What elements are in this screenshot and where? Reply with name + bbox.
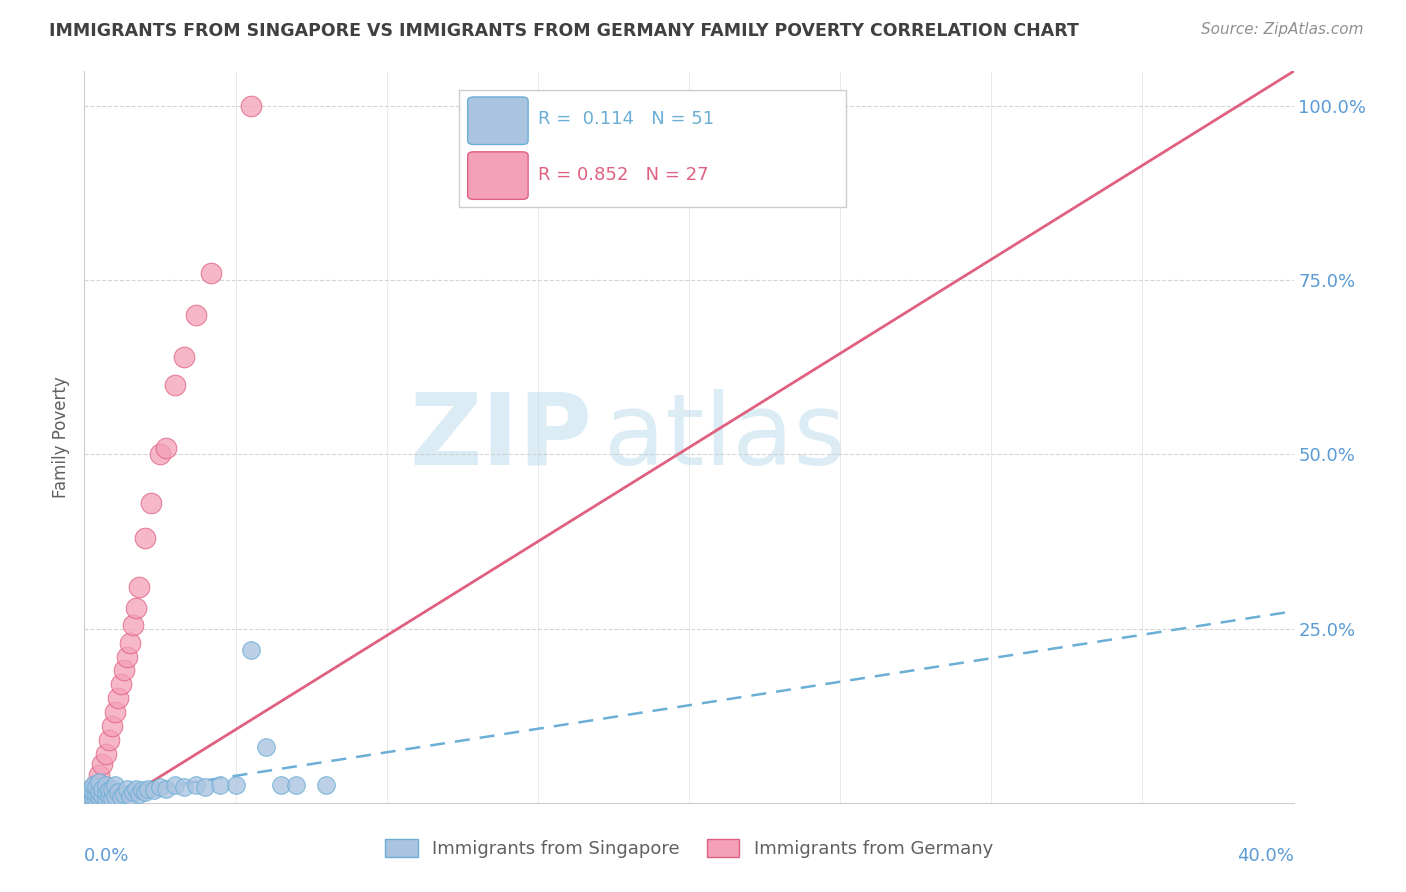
- Point: [76, 789, 98, 803]
- Point: [86, 788, 108, 802]
- Point: [82, 790, 104, 805]
- Point: [239, 99, 262, 113]
- Point: [112, 788, 135, 802]
- Point: [91, 781, 114, 796]
- Point: [173, 350, 195, 364]
- Point: [115, 649, 138, 664]
- Text: R =  0.114   N = 51: R = 0.114 N = 51: [538, 110, 714, 128]
- Point: [82, 778, 104, 792]
- Point: [79, 785, 101, 799]
- FancyBboxPatch shape: [468, 152, 529, 200]
- Point: [107, 691, 129, 706]
- Point: [128, 788, 150, 802]
- Point: [128, 580, 150, 594]
- Point: [89, 768, 111, 782]
- Point: [89, 790, 111, 805]
- Point: [94, 785, 117, 799]
- Point: [94, 792, 117, 806]
- Point: [76, 789, 98, 803]
- Point: [97, 783, 120, 797]
- Point: [155, 781, 177, 796]
- Point: [110, 790, 132, 805]
- FancyBboxPatch shape: [460, 90, 846, 207]
- Point: [79, 781, 101, 796]
- Point: [104, 705, 127, 719]
- Point: [285, 778, 308, 792]
- Point: [254, 740, 277, 755]
- Point: [165, 377, 187, 392]
- Text: IMMIGRANTS FROM SINGAPORE VS IMMIGRANTS FROM GERMANY FAMILY POVERTY CORRELATION : IMMIGRANTS FROM SINGAPORE VS IMMIGRANTS …: [49, 22, 1078, 40]
- Point: [121, 785, 143, 799]
- Point: [89, 785, 111, 799]
- Text: 0.0%: 0.0%: [84, 847, 129, 864]
- Point: [186, 308, 208, 322]
- Point: [134, 785, 156, 799]
- Point: [97, 790, 120, 805]
- Point: [270, 778, 292, 792]
- Point: [79, 792, 101, 806]
- Point: [76, 785, 98, 799]
- Point: [115, 781, 138, 796]
- Point: [97, 733, 120, 747]
- Point: [112, 664, 135, 678]
- Text: ZIP: ZIP: [409, 389, 592, 485]
- Point: [110, 677, 132, 691]
- Text: Source: ZipAtlas.com: Source: ZipAtlas.com: [1201, 22, 1364, 37]
- Text: R = 0.852   N = 27: R = 0.852 N = 27: [538, 166, 709, 185]
- Point: [79, 789, 101, 803]
- Point: [125, 781, 148, 796]
- Point: [100, 781, 122, 796]
- Point: [155, 441, 177, 455]
- Point: [107, 785, 129, 799]
- Point: [225, 778, 247, 792]
- Point: [134, 531, 156, 545]
- Point: [82, 785, 104, 799]
- Text: atlas: atlas: [605, 389, 846, 485]
- Y-axis label: Family Poverty: Family Poverty: [52, 376, 70, 498]
- Point: [86, 778, 108, 792]
- Point: [91, 789, 114, 803]
- Point: [209, 778, 232, 792]
- Point: [200, 266, 222, 280]
- Point: [76, 792, 98, 806]
- Point: [86, 792, 108, 806]
- Legend: Immigrants from Singapore, Immigrants from Germany: Immigrants from Singapore, Immigrants fr…: [375, 830, 1002, 867]
- FancyBboxPatch shape: [468, 97, 529, 145]
- Point: [149, 780, 172, 795]
- Point: [89, 775, 111, 789]
- Point: [136, 781, 159, 796]
- Point: [121, 618, 143, 632]
- Point: [104, 778, 127, 792]
- Point: [315, 778, 337, 792]
- Point: [86, 780, 108, 795]
- Point: [104, 789, 127, 803]
- Point: [94, 778, 117, 792]
- Point: [149, 448, 172, 462]
- Point: [139, 496, 162, 510]
- Point: [239, 642, 262, 657]
- Point: [100, 792, 122, 806]
- Point: [94, 747, 117, 761]
- Point: [131, 783, 153, 797]
- Point: [100, 719, 122, 733]
- Point: [173, 780, 195, 795]
- Point: [125, 600, 148, 615]
- Point: [142, 783, 165, 797]
- Point: [186, 778, 208, 792]
- Point: [118, 789, 141, 803]
- Point: [165, 778, 187, 792]
- Point: [91, 757, 114, 772]
- Point: [82, 781, 104, 796]
- Point: [118, 635, 141, 649]
- Point: [194, 780, 217, 795]
- Text: 40.0%: 40.0%: [1237, 847, 1294, 864]
